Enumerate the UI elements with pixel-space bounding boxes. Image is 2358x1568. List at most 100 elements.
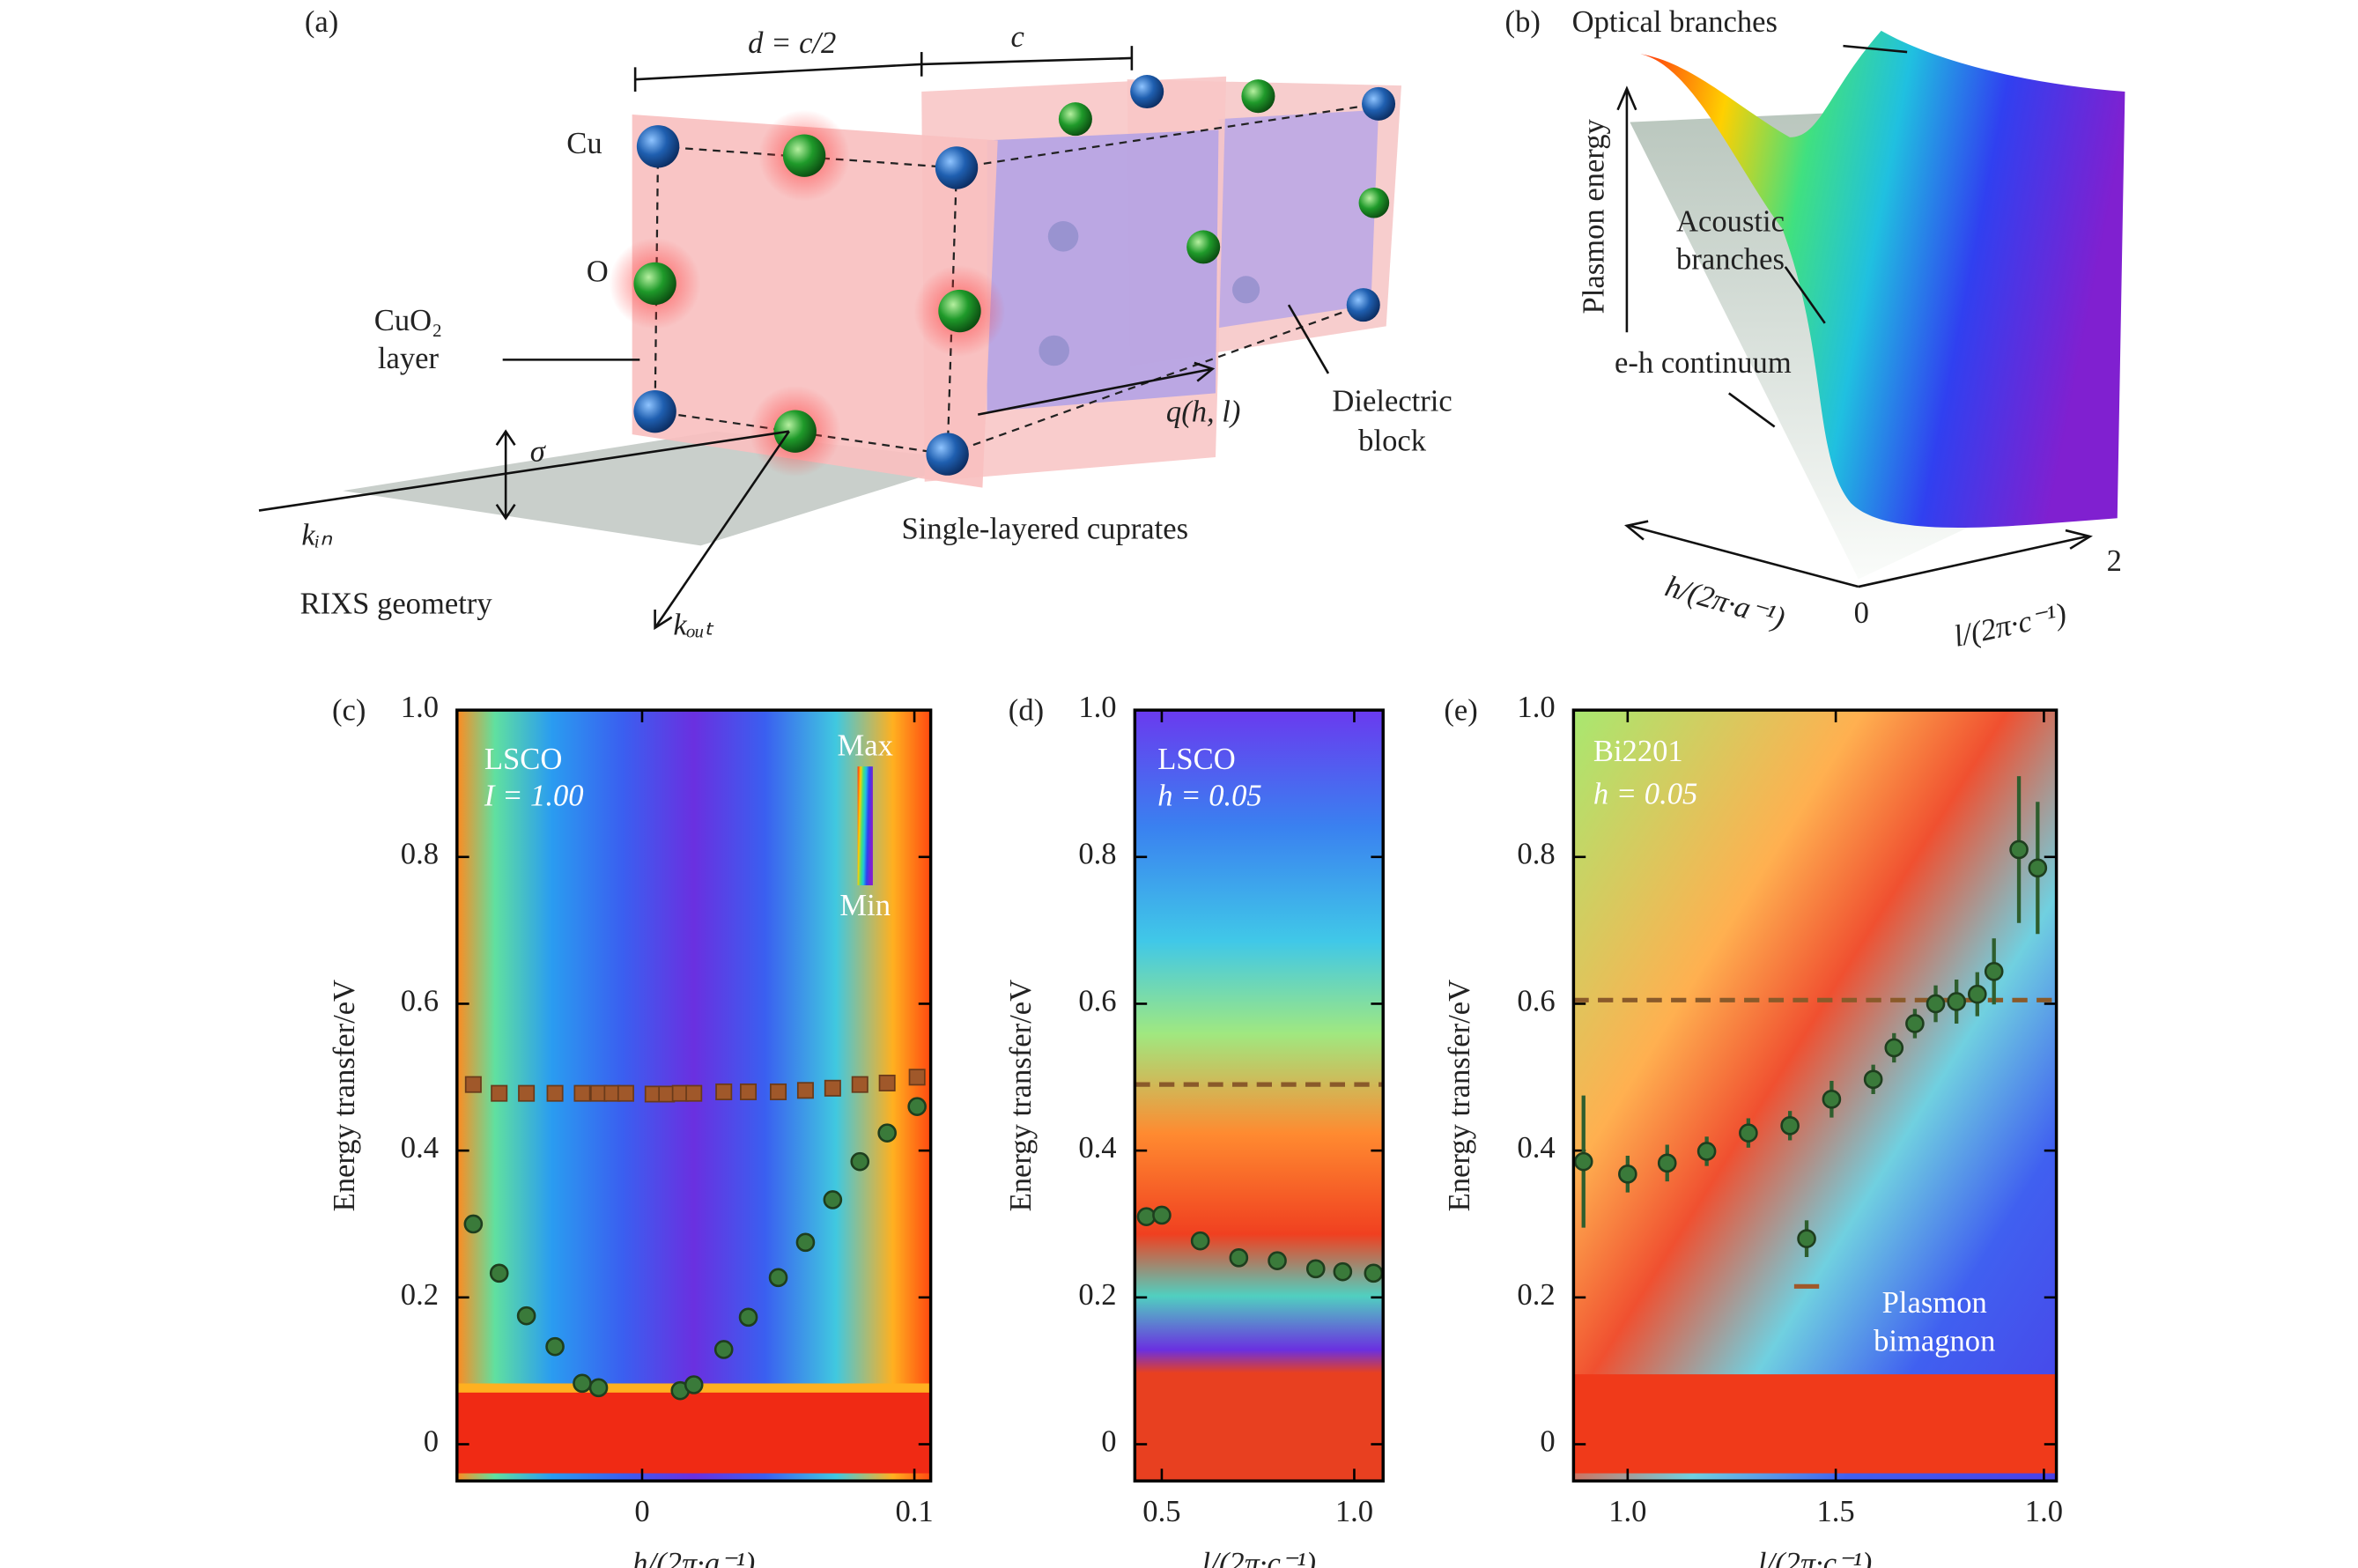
label: branches bbox=[1676, 243, 1785, 277]
point bbox=[851, 1076, 869, 1093]
label: RIXS geometry bbox=[300, 587, 493, 620]
point bbox=[1333, 1261, 1353, 1282]
point bbox=[491, 1084, 508, 1102]
label: 0 bbox=[1854, 596, 1869, 630]
heatmap-band bbox=[456, 1389, 931, 1474]
annotation: bimagnon bbox=[1874, 1324, 1995, 1357]
point bbox=[684, 1375, 704, 1394]
x-axis-label: l/(2π·c⁻¹) bbox=[1758, 1547, 1872, 1568]
panel-label: (b) bbox=[1505, 5, 1541, 39]
layer bbox=[632, 114, 998, 488]
y-tick-label: 0.4 bbox=[401, 1131, 439, 1165]
label: layer bbox=[378, 342, 440, 375]
label: Acoustic bbox=[1676, 204, 1785, 238]
point bbox=[877, 1123, 897, 1143]
point bbox=[795, 1232, 816, 1253]
heatmap bbox=[1573, 710, 2057, 1482]
y-tick-label: 0.4 bbox=[1078, 1131, 1116, 1165]
label: Single-layered cuprates bbox=[902, 513, 1188, 546]
point bbox=[1696, 1142, 1717, 1161]
label: Dielectric bbox=[1332, 384, 1452, 418]
point bbox=[1364, 1263, 1384, 1283]
point bbox=[1863, 1069, 1883, 1090]
label: σ bbox=[530, 435, 547, 469]
y-tick-label: 0 bbox=[1101, 1424, 1116, 1458]
point bbox=[2028, 858, 2048, 878]
x-axis-label: l/(2π·c⁻¹) bbox=[1202, 1547, 1316, 1568]
label: CuO₂ bbox=[374, 304, 442, 337]
block bbox=[1218, 109, 1379, 329]
x-axis-label: h/(2π·a⁻¹) bbox=[632, 1547, 755, 1568]
point bbox=[1905, 1014, 1925, 1033]
annotation: h = 0.05 bbox=[1157, 779, 1261, 812]
y-tick-label: 1.0 bbox=[1078, 691, 1116, 724]
y-tick-label: 0.2 bbox=[1078, 1278, 1116, 1312]
point bbox=[713, 1340, 734, 1359]
point bbox=[1229, 1248, 1249, 1268]
point bbox=[823, 1190, 843, 1209]
y-axis-label: Energy transfer/eV bbox=[1443, 980, 1476, 1211]
point bbox=[573, 1084, 591, 1102]
label: Cu bbox=[566, 127, 602, 160]
diagram-b: (b) Optical branches Plasmon energy Acou… bbox=[1505, 5, 2125, 654]
label: Optical branches bbox=[1572, 5, 1778, 39]
annotation: Max bbox=[838, 729, 893, 762]
x-tick-label: 1.0 bbox=[2025, 1495, 2063, 1528]
y-tick-label: 0.6 bbox=[401, 984, 439, 1017]
annotation: Plasmon bbox=[1882, 1286, 1987, 1320]
point bbox=[908, 1069, 926, 1086]
atoms bbox=[633, 74, 1396, 476]
x-tick-label: 0.5 bbox=[1142, 1495, 1180, 1528]
y-tick-label: 0.4 bbox=[1517, 1131, 1555, 1165]
label: kᵢₙ bbox=[301, 519, 333, 552]
heatmap-band bbox=[1573, 1374, 2057, 1474]
annotation: LSCO bbox=[1157, 743, 1235, 776]
axes-b bbox=[1616, 44, 2093, 588]
label: c bbox=[1011, 20, 1024, 54]
point bbox=[617, 1084, 634, 1102]
y-tick-label: 0.6 bbox=[1517, 984, 1555, 1017]
panel-label: (d) bbox=[1009, 694, 1044, 728]
annotation: h = 0.05 bbox=[1593, 778, 1697, 811]
point bbox=[588, 1378, 609, 1398]
y-tick-label: 0.2 bbox=[401, 1278, 439, 1312]
point bbox=[545, 1336, 565, 1357]
point bbox=[1739, 1123, 1758, 1143]
point bbox=[768, 1268, 788, 1288]
x-tick-label: 0 bbox=[634, 1495, 649, 1528]
annotation: LSCO bbox=[484, 743, 562, 776]
label: Plasmon energy bbox=[1577, 119, 1610, 314]
point bbox=[685, 1084, 703, 1102]
point bbox=[878, 1074, 896, 1091]
point bbox=[1797, 1229, 1816, 1248]
point bbox=[1190, 1231, 1210, 1251]
diagram-a: (a) d = c/2 c Cu O CuO₂ layer q(h, l) Di… bbox=[258, 5, 1452, 642]
point bbox=[1136, 1207, 1157, 1226]
point bbox=[463, 1214, 484, 1234]
point bbox=[1305, 1259, 1326, 1279]
point bbox=[516, 1305, 536, 1326]
point bbox=[1657, 1153, 1677, 1173]
point bbox=[1884, 1038, 1904, 1058]
point bbox=[1984, 961, 2004, 981]
y-tick-label: 0.6 bbox=[1078, 984, 1116, 1017]
point bbox=[738, 1307, 758, 1328]
x-tick-label: 1.0 bbox=[1608, 1495, 1646, 1528]
y-tick-label: 1.0 bbox=[1517, 691, 1555, 724]
label: kₒᵤₜ bbox=[673, 609, 713, 642]
point bbox=[1618, 1165, 1637, 1184]
heatmap bbox=[1135, 710, 1384, 1482]
point bbox=[824, 1079, 841, 1097]
label: l/(2π·c⁻¹) bbox=[1951, 597, 2070, 654]
point bbox=[740, 1083, 758, 1100]
point bbox=[907, 1097, 927, 1116]
panel-label: (e) bbox=[1444, 694, 1477, 728]
point bbox=[1967, 984, 1987, 1004]
label: h/(2π·a⁻¹) bbox=[1661, 569, 1788, 635]
annotation-lines bbox=[258, 46, 1330, 631]
annotation: Min bbox=[839, 889, 891, 922]
point bbox=[2009, 839, 2029, 860]
y-tick-label: 0.8 bbox=[1517, 838, 1555, 871]
